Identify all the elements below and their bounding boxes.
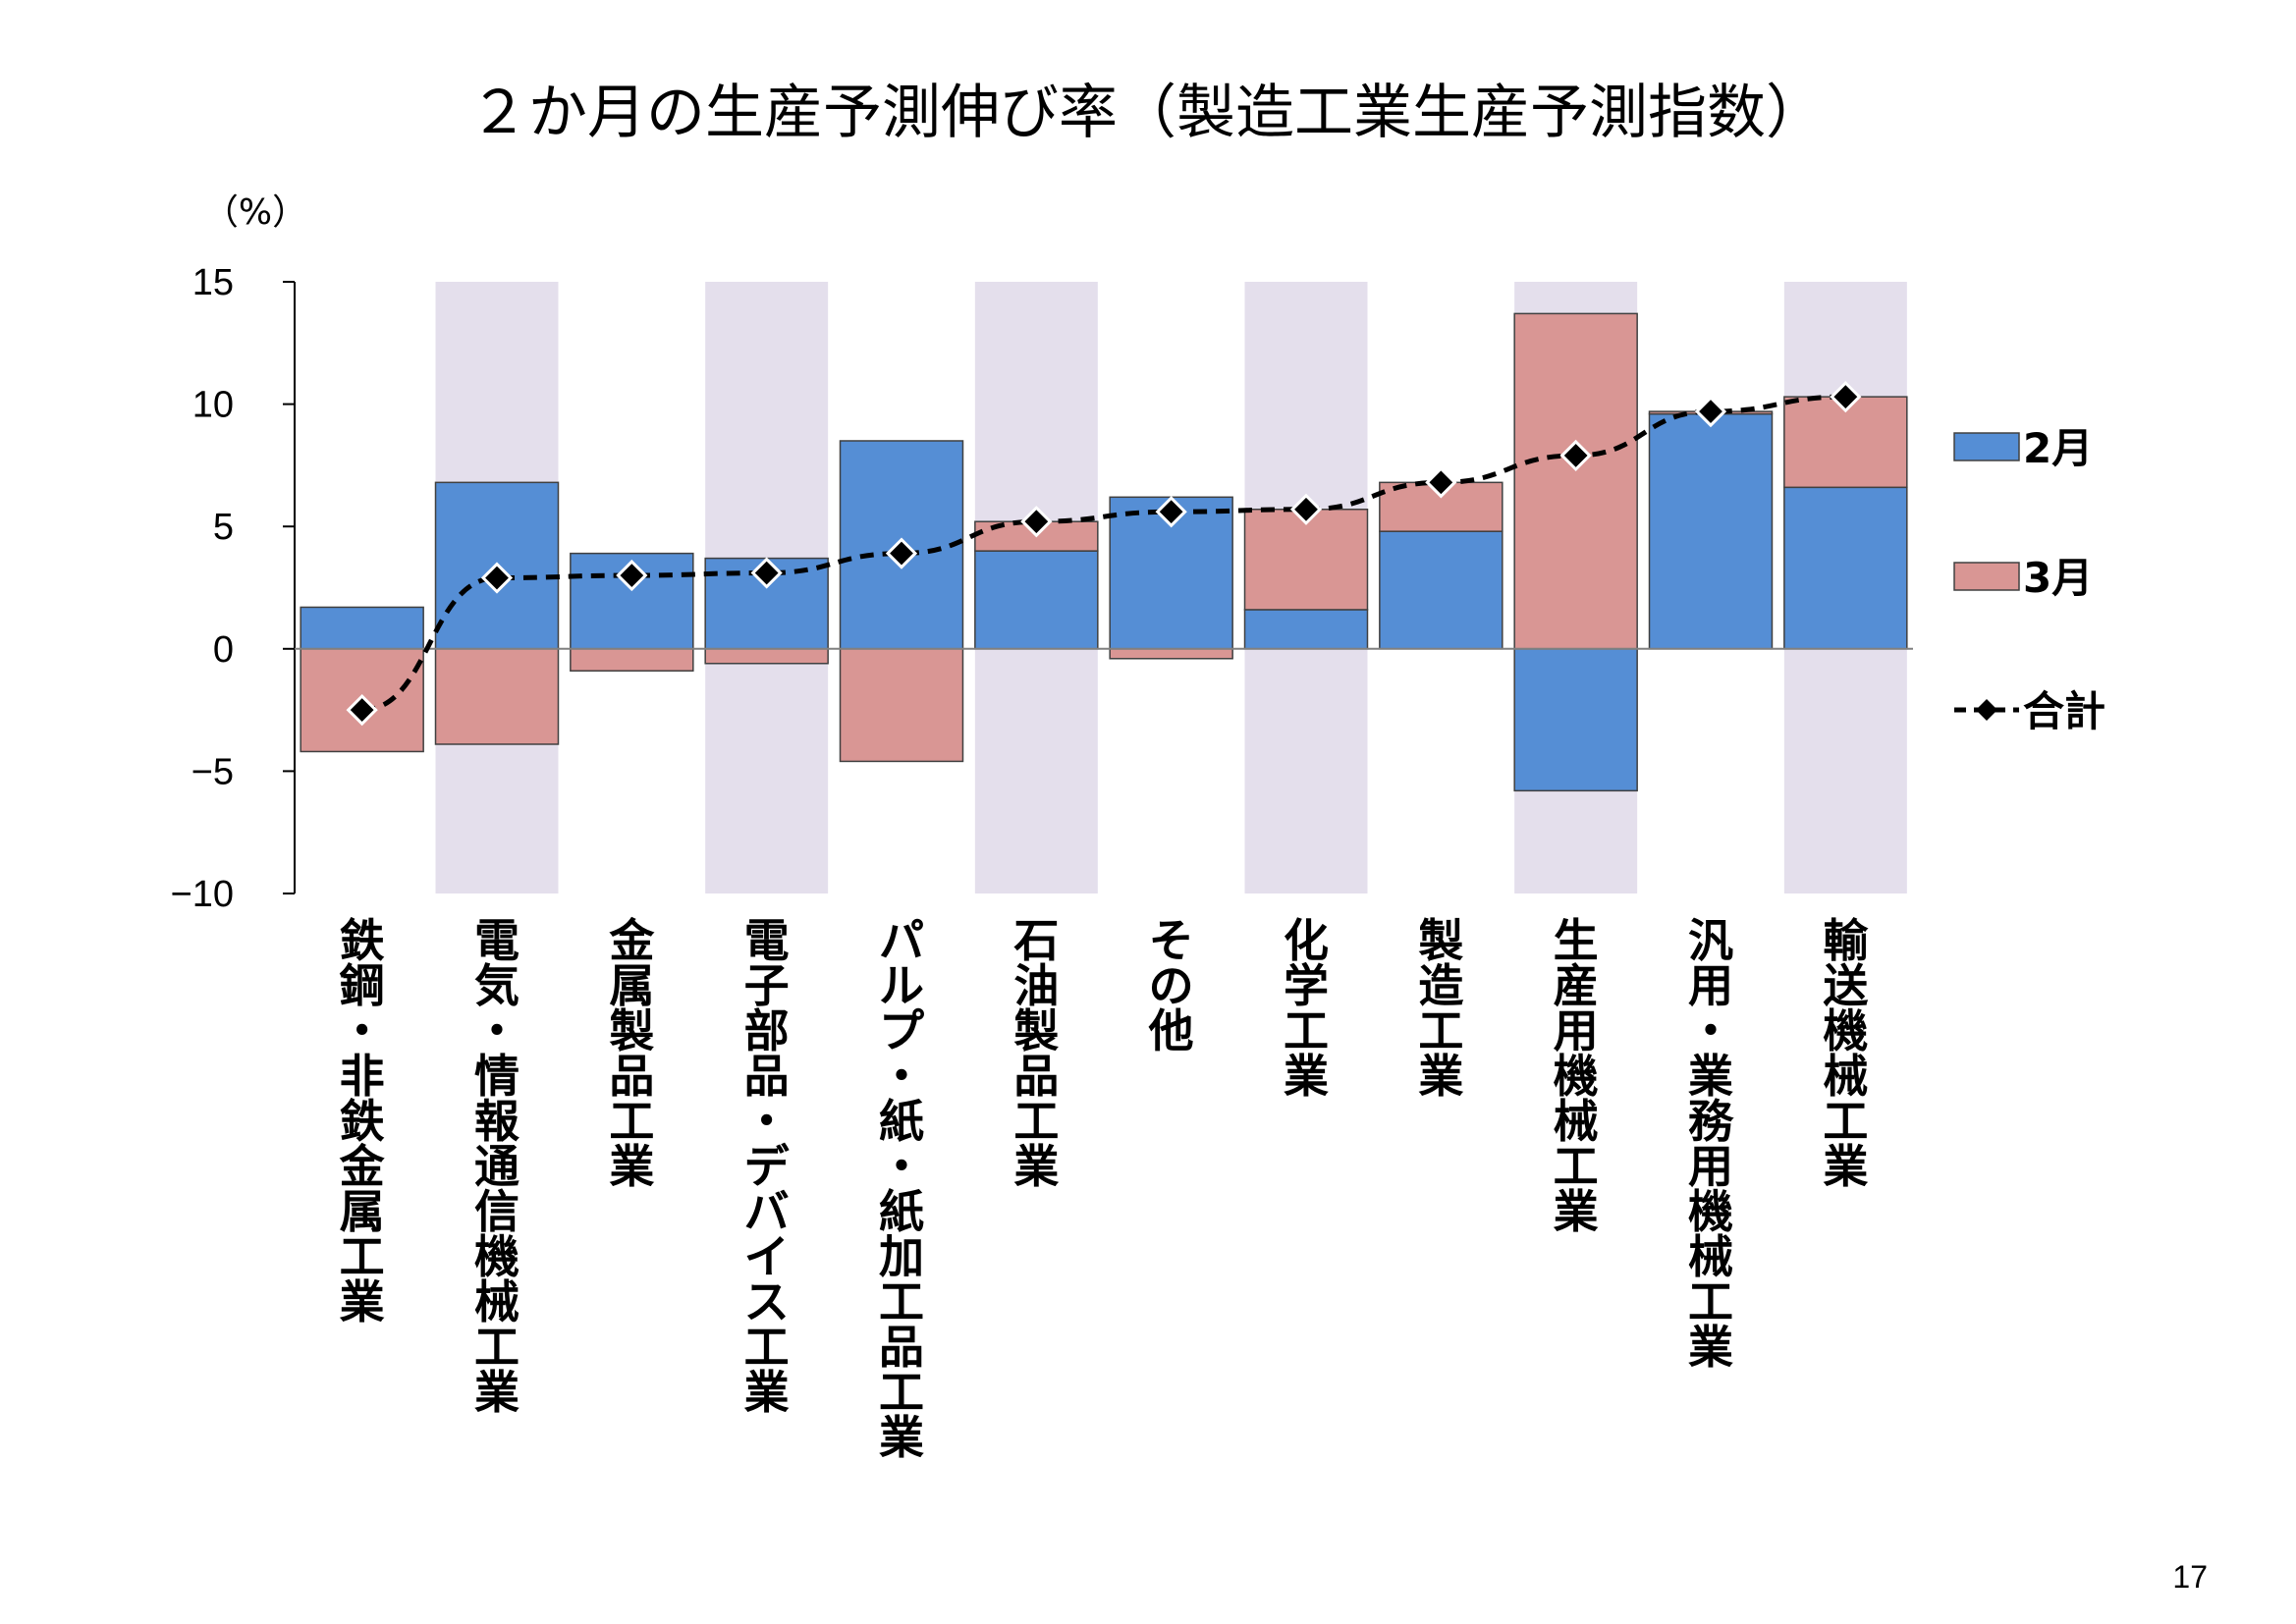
category-label: 電子部品・デバイス工業 — [743, 914, 790, 1419]
page-number: 17 — [2172, 1559, 2208, 1595]
bar-feb — [1243, 609, 1369, 650]
bar-feb — [1648, 412, 1774, 650]
total-marker — [750, 557, 783, 589]
category-label: 鉄鋼・非鉄金属工業 — [339, 914, 385, 1328]
legend-swatch — [1953, 562, 2020, 591]
total-marker — [1425, 466, 1457, 499]
bars — [300, 312, 1908, 792]
y-tick-label: −10 — [171, 874, 234, 915]
bar-mar — [434, 648, 560, 745]
legend-label: 3月 — [2023, 554, 2093, 602]
legend-marker — [1976, 699, 1997, 721]
bar-feb — [974, 550, 1099, 650]
bar-feb — [300, 606, 424, 650]
total-line — [346, 381, 1862, 727]
bar-mar — [1109, 648, 1233, 660]
y-tick-label: −5 — [191, 751, 234, 792]
bar-feb — [1379, 530, 1503, 650]
y-tick-label: 10 — [192, 385, 234, 426]
bar-mar — [839, 648, 964, 763]
category-label: その他 — [1148, 914, 1194, 1057]
category-label: 化学工業 — [1284, 914, 1329, 1103]
axes — [283, 281, 1913, 894]
legend-label: 2月 — [2023, 424, 2093, 472]
category-label: 輸送機械工業 — [1823, 914, 1869, 1193]
total-marker — [1830, 381, 1862, 413]
y-ticks: 15 10 5 0 −5 −10 — [171, 262, 234, 915]
total-marker — [1289, 493, 1323, 525]
category-label: 汎用・業務用機械工業 — [1688, 914, 1733, 1374]
bar-feb — [1783, 486, 1908, 650]
legend-label: 合計 — [2023, 687, 2105, 735]
total-marker — [346, 693, 378, 727]
y-tick-label: 15 — [192, 262, 234, 303]
category-label: 生産用機械工業 — [1553, 914, 1599, 1238]
y-tick-label: 0 — [213, 629, 234, 671]
bar-mar — [1513, 312, 1638, 650]
total-marker — [1020, 506, 1053, 538]
total-marker — [480, 562, 514, 594]
legend-swatch — [1953, 432, 2020, 461]
total-marker — [1694, 395, 1727, 428]
category-label: パルプ・紙・紙加工品工業 — [879, 914, 924, 1464]
y-axis-label: （%） — [203, 192, 307, 233]
total-marker — [616, 559, 648, 592]
chart-title: ２か月の生産予測伸び率（製造工業生産予測指数） — [469, 79, 1825, 147]
category-label: 金属製品工業 — [609, 914, 655, 1193]
category-label: 石油製品工業 — [1013, 914, 1060, 1193]
category-label: 電気・情報通信機械工業 — [474, 914, 519, 1419]
category-label: 製造工業 — [1418, 914, 1464, 1103]
bar-mar — [704, 648, 829, 665]
total-marker — [1155, 496, 1187, 528]
bar-feb — [1513, 648, 1638, 792]
total-marker — [885, 537, 918, 569]
bar-mar — [1243, 509, 1369, 611]
bar-mar — [570, 648, 694, 672]
total-line-path — [361, 394, 1846, 713]
y-tick-label: 5 — [213, 507, 234, 548]
total-marker — [1559, 439, 1592, 472]
